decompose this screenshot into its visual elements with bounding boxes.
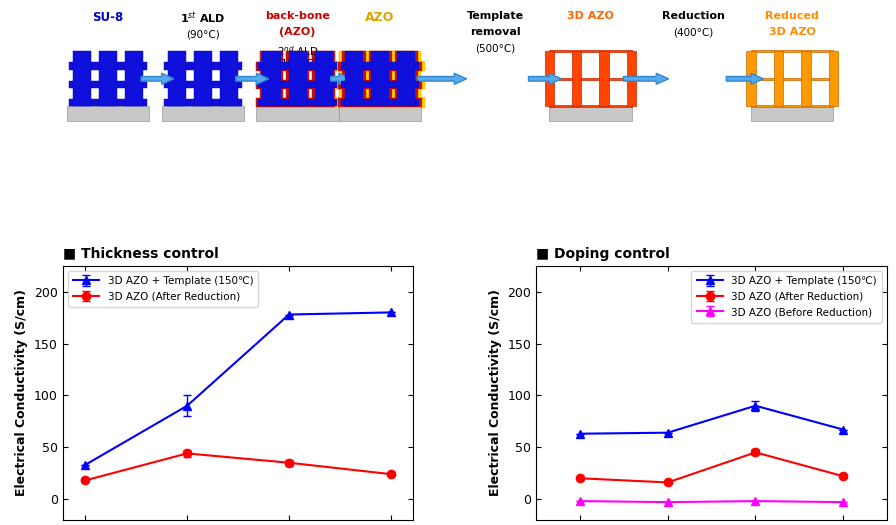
FancyArrow shape (418, 74, 467, 85)
Bar (394, 51, 418, 107)
Bar (751, 107, 833, 121)
Bar (260, 51, 283, 107)
Bar (340, 80, 419, 88)
Text: back-bone: back-bone (265, 11, 330, 21)
Bar (220, 51, 238, 107)
Bar (392, 51, 421, 107)
Legend: 3D AZO + Template (150℃), 3D AZO (After Reduction): 3D AZO + Template (150℃), 3D AZO (After … (68, 271, 258, 307)
Bar (340, 99, 419, 107)
Bar (259, 62, 337, 70)
Bar (164, 99, 242, 107)
Bar (69, 99, 147, 107)
Bar (339, 107, 421, 121)
Bar (339, 80, 422, 89)
Bar (335, 98, 425, 108)
Text: (90°C): (90°C) (186, 29, 220, 39)
Bar (125, 51, 143, 107)
FancyArrow shape (727, 74, 763, 85)
Text: Reduced: Reduced (765, 11, 819, 21)
Bar (371, 51, 389, 107)
Bar (345, 51, 363, 107)
Bar (69, 80, 147, 88)
Text: (AZO): (AZO) (280, 27, 315, 37)
Text: 1$^{st}$ ALD: 1$^{st}$ ALD (180, 11, 226, 26)
Bar (168, 51, 185, 107)
FancyArrow shape (236, 74, 269, 85)
Bar (161, 107, 244, 121)
Y-axis label: Electrical Conductivity (S/cm): Electrical Conductivity (S/cm) (489, 289, 502, 496)
Bar (256, 80, 340, 89)
Text: Template: Template (467, 11, 524, 21)
Bar (256, 98, 340, 107)
Bar (751, 50, 833, 52)
Text: 3D AZO: 3D AZO (769, 27, 815, 37)
Bar (164, 80, 242, 88)
Bar (549, 107, 632, 121)
Bar (751, 106, 833, 107)
Bar (549, 106, 632, 107)
Bar (99, 51, 117, 107)
Bar (289, 51, 306, 107)
Legend: 3D AZO + Template (150℃), 3D AZO (After Reduction), 3D AZO (Before Reduction): 3D AZO + Template (150℃), 3D AZO (After … (692, 271, 882, 322)
Y-axis label: Electrical Conductivity (S/cm): Electrical Conductivity (S/cm) (15, 289, 29, 496)
Bar (549, 50, 632, 52)
Bar (335, 79, 425, 89)
Text: AZO: AZO (366, 11, 395, 24)
Bar (746, 51, 755, 107)
Bar (314, 51, 332, 107)
Text: (150°C): (150°C) (278, 59, 318, 69)
Bar (549, 78, 632, 80)
Bar (256, 62, 340, 70)
Bar (69, 62, 147, 70)
Bar (751, 78, 833, 80)
Bar (340, 62, 419, 70)
Bar (259, 99, 337, 107)
Bar (73, 51, 91, 107)
Text: ■ Doping control: ■ Doping control (537, 247, 670, 260)
FancyArrow shape (529, 74, 562, 85)
Bar (263, 51, 280, 107)
Text: 2$^{nd}$ ALD: 2$^{nd}$ ALD (277, 44, 319, 58)
FancyArrow shape (331, 74, 351, 85)
Bar (340, 51, 369, 107)
Bar (256, 107, 339, 121)
Text: (500°C): (500°C) (476, 44, 515, 54)
Bar (801, 51, 811, 107)
Bar (164, 62, 242, 70)
Bar (366, 51, 395, 107)
Bar (339, 98, 422, 107)
Text: ■ Thickness control: ■ Thickness control (63, 247, 219, 260)
Bar (627, 51, 636, 107)
Text: 3D AZO: 3D AZO (567, 11, 614, 21)
Bar (286, 51, 309, 107)
Bar (312, 51, 335, 107)
Bar (259, 80, 337, 88)
Bar (342, 51, 366, 107)
Bar (829, 51, 838, 107)
FancyArrow shape (141, 74, 174, 85)
Bar (339, 62, 422, 70)
Bar (67, 107, 150, 121)
Bar (774, 51, 783, 107)
Text: removal: removal (470, 27, 521, 37)
Bar (194, 51, 212, 107)
FancyArrow shape (624, 74, 668, 85)
Text: Reduction: Reduction (662, 11, 725, 21)
Bar (335, 61, 425, 71)
Text: SU-8: SU-8 (92, 11, 124, 24)
Bar (545, 51, 554, 107)
Bar (397, 51, 415, 107)
Bar (572, 51, 582, 107)
Bar (599, 51, 608, 107)
Text: (400°C): (400°C) (673, 27, 713, 37)
Bar (368, 51, 392, 107)
